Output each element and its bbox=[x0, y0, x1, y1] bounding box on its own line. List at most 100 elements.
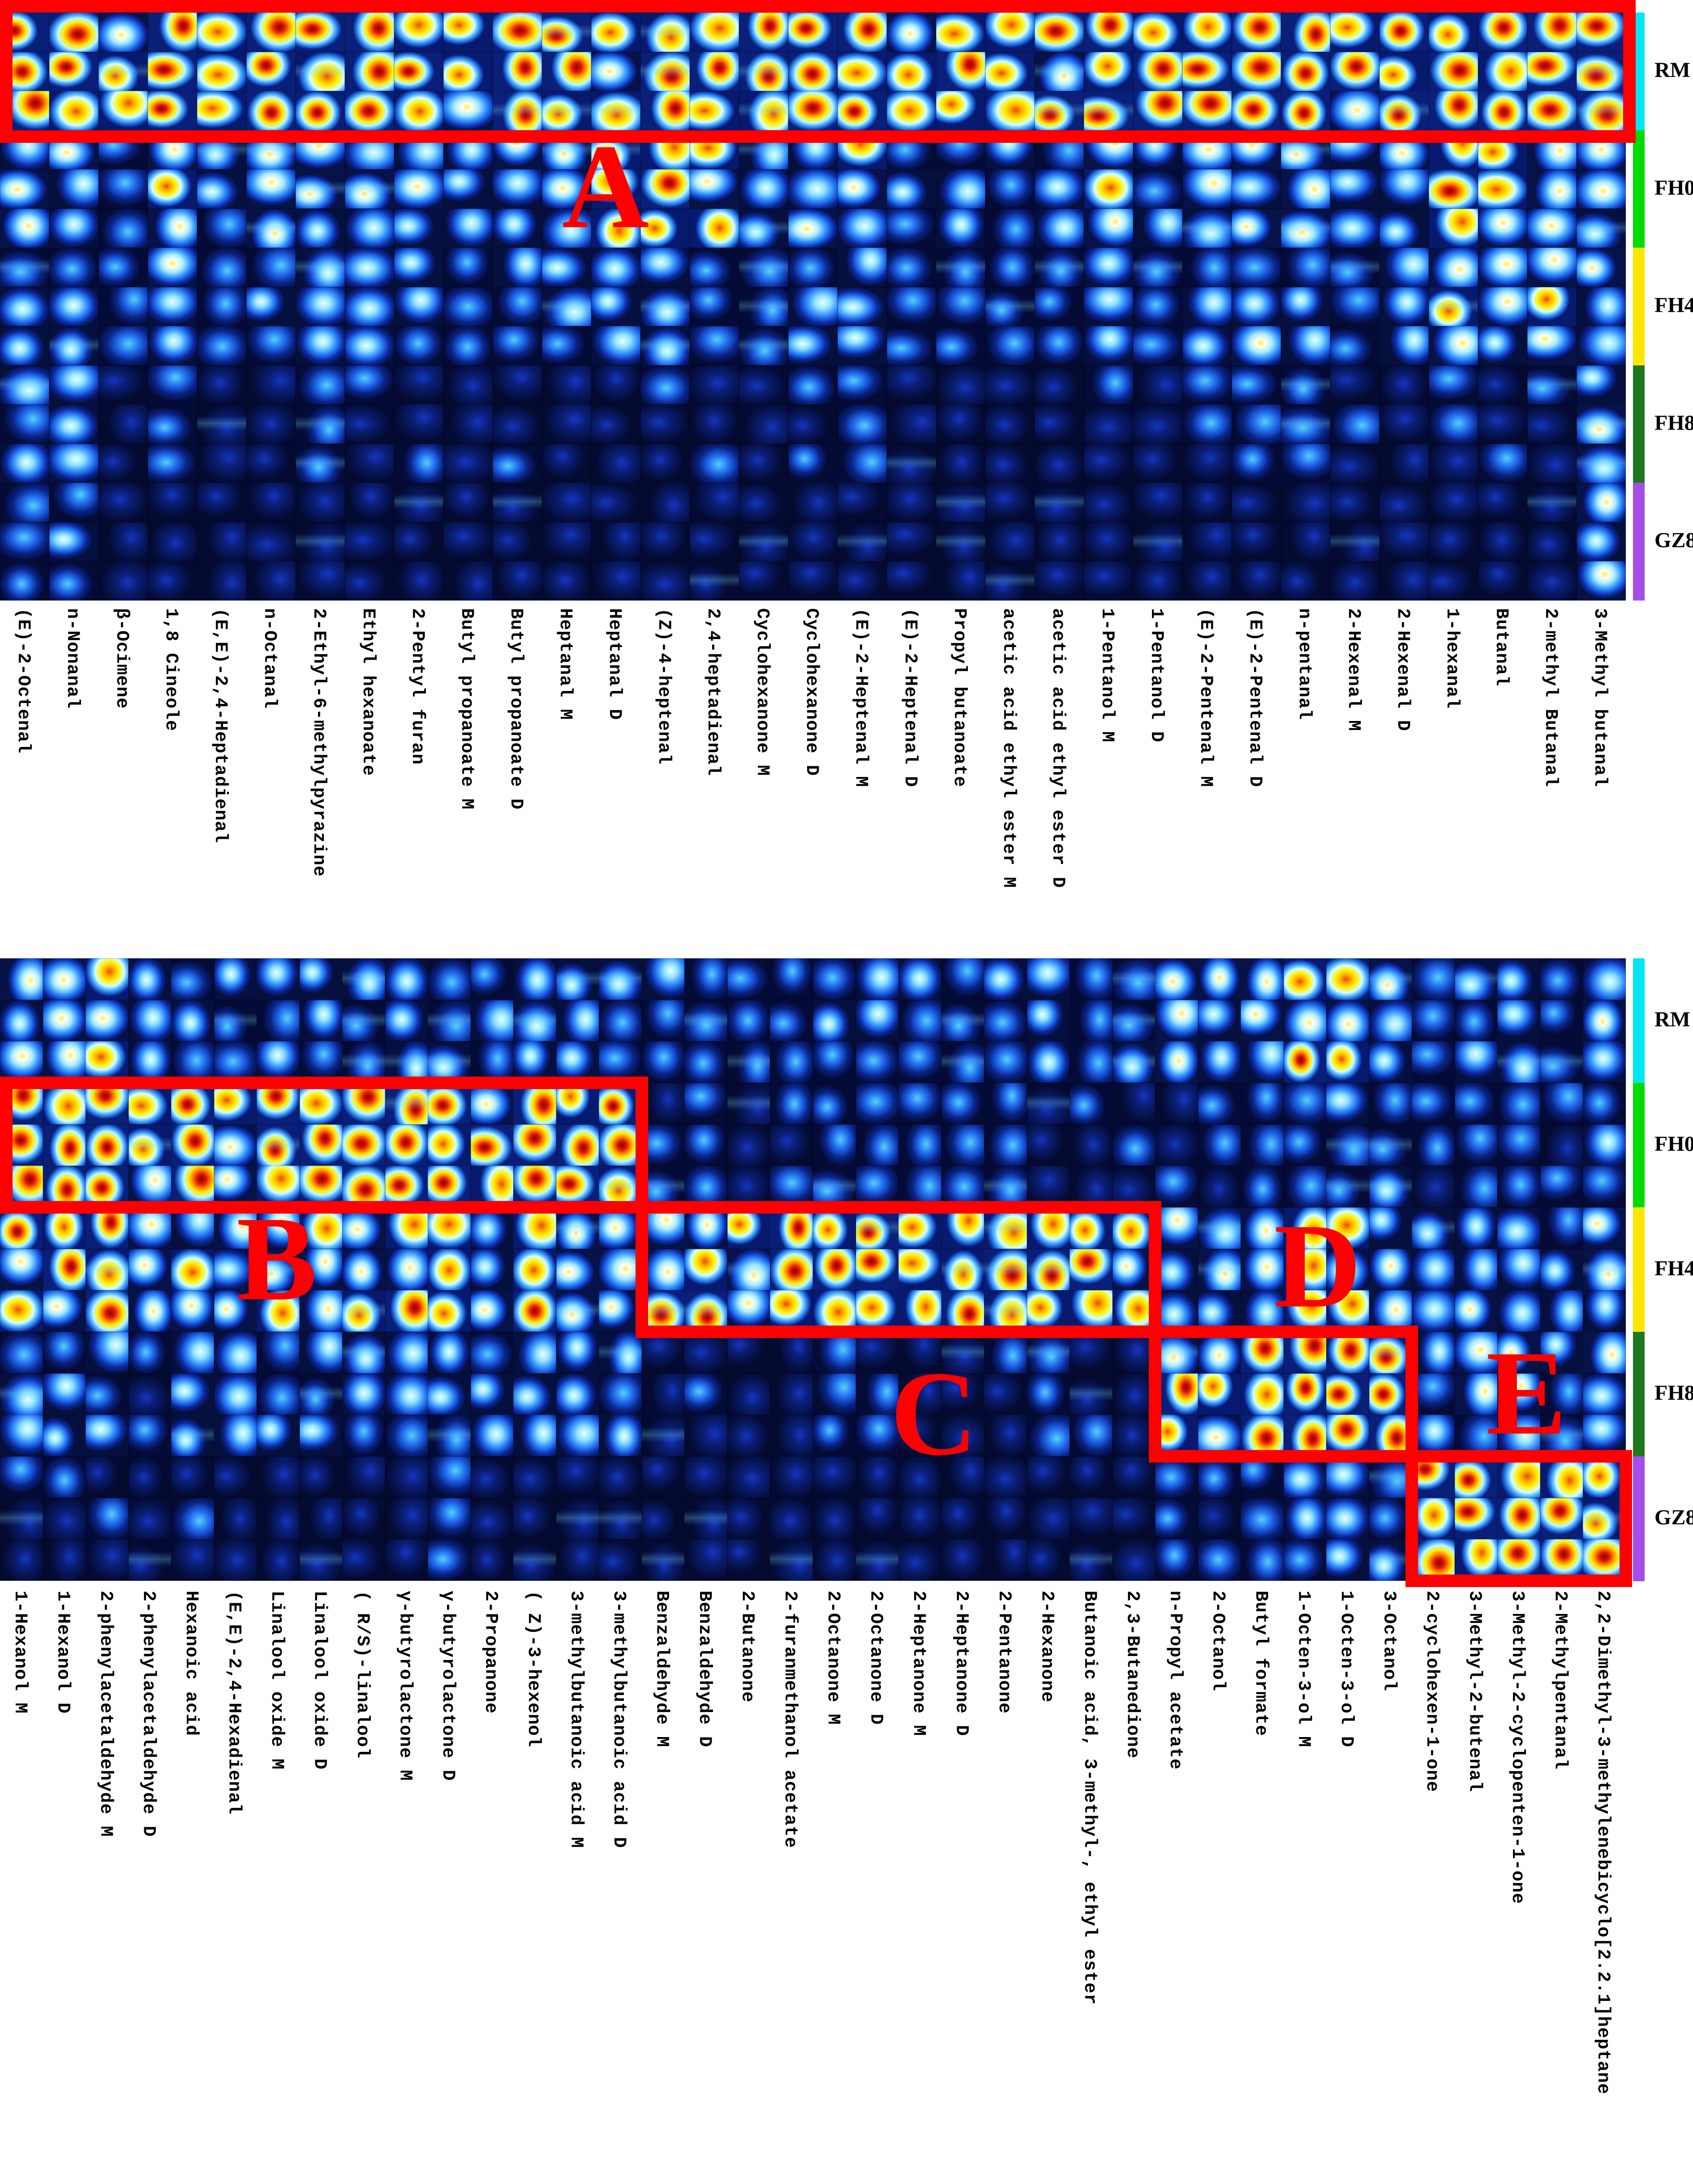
heatmap-tile bbox=[684, 1000, 728, 1042]
heatmap-tile bbox=[1035, 365, 1084, 405]
heatmap-tile bbox=[1429, 522, 1478, 562]
heatmap-tile bbox=[1112, 1456, 1156, 1498]
heatmap-tile bbox=[342, 1497, 386, 1540]
heatmap-tile bbox=[739, 13, 788, 52]
group-label-fh8: FH8 bbox=[1654, 411, 1693, 435]
heatmap-tile bbox=[599, 1373, 642, 1415]
heatmap-tile bbox=[385, 958, 428, 1000]
annotation-letter-a: A bbox=[562, 120, 649, 254]
heatmap-tile bbox=[1326, 1497, 1370, 1540]
heatmap-tile bbox=[513, 1166, 557, 1208]
heatmap-tile bbox=[936, 483, 985, 522]
heatmap-tile bbox=[214, 1124, 257, 1166]
heatmap-tile bbox=[171, 1249, 215, 1291]
heatmap-tile bbox=[86, 1290, 129, 1332]
heatmap-tile bbox=[394, 404, 443, 444]
heatmap-tile bbox=[214, 1456, 257, 1498]
heatmap-tile bbox=[690, 404, 739, 444]
heatmap-tile bbox=[542, 522, 591, 562]
heatmap-tile bbox=[296, 169, 345, 209]
heatmap-tile bbox=[1070, 1373, 1113, 1415]
heatmap-tile bbox=[493, 169, 542, 209]
heatmap-tile bbox=[838, 326, 887, 365]
heatmap-tile bbox=[1577, 248, 1626, 287]
heatmap-tile bbox=[99, 51, 148, 91]
heatmap-tile bbox=[296, 404, 345, 444]
heatmap-tile bbox=[394, 483, 443, 522]
heatmap-tile bbox=[1429, 51, 1478, 91]
heatmap-tile bbox=[985, 443, 1035, 483]
heatmap-tile bbox=[1379, 287, 1429, 326]
heatmap-tile bbox=[690, 561, 739, 601]
heatmap-tile bbox=[1369, 1539, 1412, 1581]
heatmap-tile bbox=[148, 51, 197, 91]
compound-label: 2,4-heptadienal bbox=[703, 608, 723, 777]
heatmap-tile bbox=[1281, 208, 1330, 248]
heatmap-tile bbox=[813, 1207, 856, 1249]
heatmap-tile bbox=[1027, 1415, 1070, 1457]
heatmap-tile bbox=[428, 1041, 471, 1083]
heatmap-tile bbox=[299, 1249, 343, 1291]
heatmap-tile bbox=[1155, 1000, 1199, 1042]
heatmap-tile bbox=[985, 326, 1035, 365]
heatmap-tile bbox=[640, 326, 690, 365]
compound-label: 2-Hexanone bbox=[1036, 1591, 1057, 1703]
heatmap-tile bbox=[1412, 1290, 1455, 1332]
heatmap-tile bbox=[1283, 1207, 1327, 1249]
heatmap-tile bbox=[513, 1415, 557, 1457]
heatmap-tile bbox=[838, 404, 887, 444]
heatmap-tile bbox=[599, 1000, 642, 1042]
group-colorbar-segment-rm bbox=[1633, 958, 1645, 1083]
heatmap-tile bbox=[128, 1373, 172, 1415]
heatmap-tile bbox=[1330, 169, 1379, 209]
heatmap-tile bbox=[428, 1000, 471, 1042]
heatmap-tile bbox=[1454, 1415, 1498, 1457]
group-colorbar-segment-gz8 bbox=[1633, 483, 1645, 601]
heatmap-tile bbox=[1583, 958, 1626, 1000]
heatmap-tile bbox=[1583, 1373, 1626, 1415]
heatmap-tile bbox=[985, 248, 1035, 287]
heatmap-tile bbox=[1035, 91, 1084, 130]
heatmap-tile bbox=[1241, 1497, 1284, 1540]
heatmap-tile bbox=[345, 287, 394, 326]
heatmap-tile bbox=[197, 91, 246, 130]
heatmap-tile bbox=[470, 958, 514, 1000]
heatmap-tile bbox=[640, 561, 690, 601]
heatmap-tile bbox=[813, 1415, 856, 1457]
compound-label: 2-Hexenal D bbox=[1392, 608, 1413, 732]
heatmap-tile bbox=[171, 1332, 215, 1373]
heatmap-tile bbox=[1035, 51, 1084, 91]
heatmap-tile bbox=[171, 1290, 215, 1332]
heatmap-tile bbox=[641, 1083, 685, 1124]
heatmap-tile bbox=[898, 1124, 942, 1166]
heatmap-tile bbox=[1070, 1332, 1113, 1373]
heatmap-tile bbox=[591, 561, 640, 601]
heatmap-tile bbox=[1527, 287, 1577, 326]
heatmap-tile bbox=[1429, 13, 1478, 52]
heatmap-tile bbox=[171, 1041, 215, 1083]
heatmap-tile bbox=[887, 404, 936, 444]
heatmap-tile bbox=[727, 1207, 770, 1249]
heatmap-tile bbox=[838, 13, 887, 52]
heatmap-tile bbox=[443, 248, 493, 287]
heatmap-tile bbox=[788, 522, 838, 562]
heatmap-tile bbox=[257, 1000, 300, 1042]
heatmap-tile bbox=[985, 169, 1035, 209]
heatmap-tile bbox=[770, 958, 813, 1000]
compound-label: acetic acid ethyl ester D bbox=[1048, 608, 1068, 888]
heatmap-tile bbox=[542, 287, 591, 326]
heatmap-tile bbox=[1326, 1000, 1370, 1042]
heatmap-tile bbox=[1429, 443, 1478, 483]
heatmap-tile bbox=[739, 561, 788, 601]
group-colorbar-segment-fh8 bbox=[1633, 365, 1645, 483]
heatmap-tile bbox=[1133, 443, 1182, 483]
heatmap-tile bbox=[838, 91, 887, 130]
heatmap-tile bbox=[214, 1083, 257, 1124]
heatmap-tile bbox=[493, 522, 542, 562]
heatmap-tile bbox=[0, 404, 49, 444]
heatmap-tile bbox=[599, 1332, 642, 1373]
heatmap-tile bbox=[128, 1456, 172, 1498]
heatmap-tile bbox=[345, 404, 394, 444]
heatmap-tile bbox=[984, 1124, 1027, 1166]
heatmap-tile bbox=[1182, 287, 1232, 326]
